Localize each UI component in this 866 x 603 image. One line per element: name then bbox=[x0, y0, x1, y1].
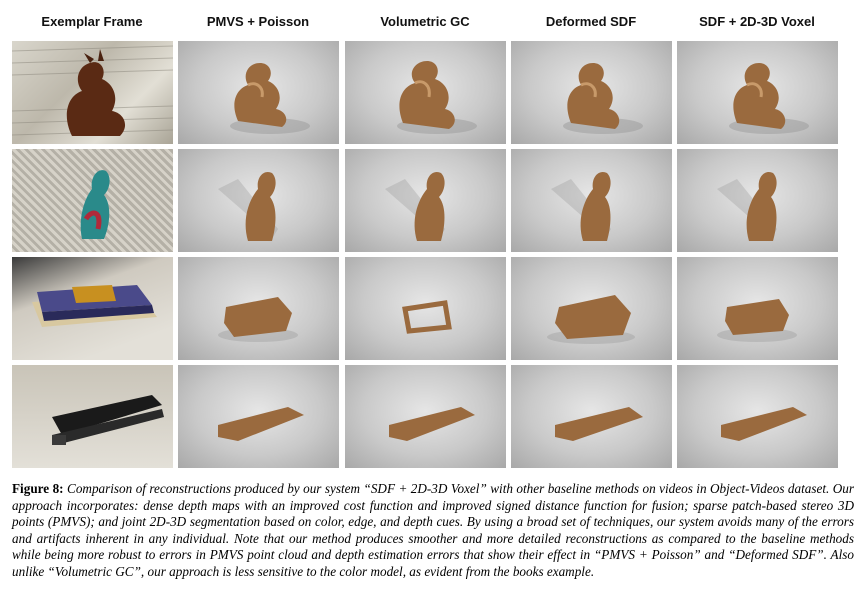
column-header-pmvs-poisson: PMVS + Poisson bbox=[206, 14, 310, 29]
render-deformed-sdf-figurine bbox=[511, 149, 672, 252]
stapler-render bbox=[721, 407, 807, 441]
stapler-render bbox=[218, 407, 304, 441]
render-deformed-sdf-dragon bbox=[511, 41, 672, 144]
render-pmvs-poisson-figurine bbox=[178, 149, 339, 252]
dragon-render bbox=[563, 63, 643, 134]
render-deformed-sdf-stapler bbox=[511, 365, 672, 468]
figurine-render bbox=[717, 171, 777, 241]
figurine-render bbox=[551, 171, 611, 241]
render-sdf-2d3d-voxel-figurine bbox=[677, 149, 838, 252]
exemplar-image-books bbox=[12, 257, 173, 360]
render-sdf-2d3d-voxel-dragon bbox=[677, 41, 838, 144]
figurine-photo bbox=[80, 170, 110, 239]
render-volumetric-gc-figurine bbox=[345, 149, 506, 252]
figure-caption-text: Comparison of reconstructions produced b… bbox=[12, 481, 855, 579]
column-header-deformed-sdf: Deformed SDF bbox=[545, 14, 637, 29]
render-volumetric-gc-stapler bbox=[345, 365, 506, 468]
render-pmvs-poisson-stapler bbox=[178, 365, 339, 468]
column-header-volumetric-gc: Volumetric GC bbox=[380, 14, 470, 29]
exemplar-image-figurine bbox=[12, 149, 173, 252]
dragon-render bbox=[397, 61, 477, 134]
books-render bbox=[717, 299, 797, 342]
render-sdf-2d3d-voxel-stapler bbox=[677, 365, 838, 468]
stapler-render bbox=[389, 407, 475, 441]
figurine-render bbox=[218, 171, 278, 241]
exemplar-image-dragon bbox=[12, 41, 173, 144]
books-render bbox=[547, 295, 635, 344]
render-volumetric-gc-dragon bbox=[345, 41, 506, 144]
stapler-render bbox=[555, 407, 643, 441]
figurine-render bbox=[385, 171, 445, 241]
render-pmvs-poisson-books bbox=[178, 257, 339, 360]
render-sdf-2d3d-voxel-books bbox=[677, 257, 838, 360]
books-render bbox=[218, 297, 298, 342]
render-deformed-sdf-books bbox=[511, 257, 672, 360]
books-render bbox=[402, 300, 452, 334]
dragon-render bbox=[230, 63, 310, 134]
stapler-photo bbox=[52, 395, 164, 445]
render-pmvs-poisson-dragon bbox=[178, 41, 339, 144]
figure-label: Figure 8: bbox=[12, 481, 64, 496]
column-header-exemplar-frame: Exemplar Frame bbox=[41, 14, 143, 29]
books-photo bbox=[32, 285, 157, 327]
dragon-photo bbox=[12, 45, 173, 136]
render-volumetric-gc-books bbox=[345, 257, 506, 360]
exemplar-image-stapler bbox=[12, 365, 173, 468]
figure-caption: Figure 8: Comparison of reconstructions … bbox=[12, 481, 854, 581]
column-header-sdf-2d3d-voxel: SDF + 2D-3D Voxel bbox=[699, 14, 815, 29]
dragon-render bbox=[729, 63, 809, 134]
